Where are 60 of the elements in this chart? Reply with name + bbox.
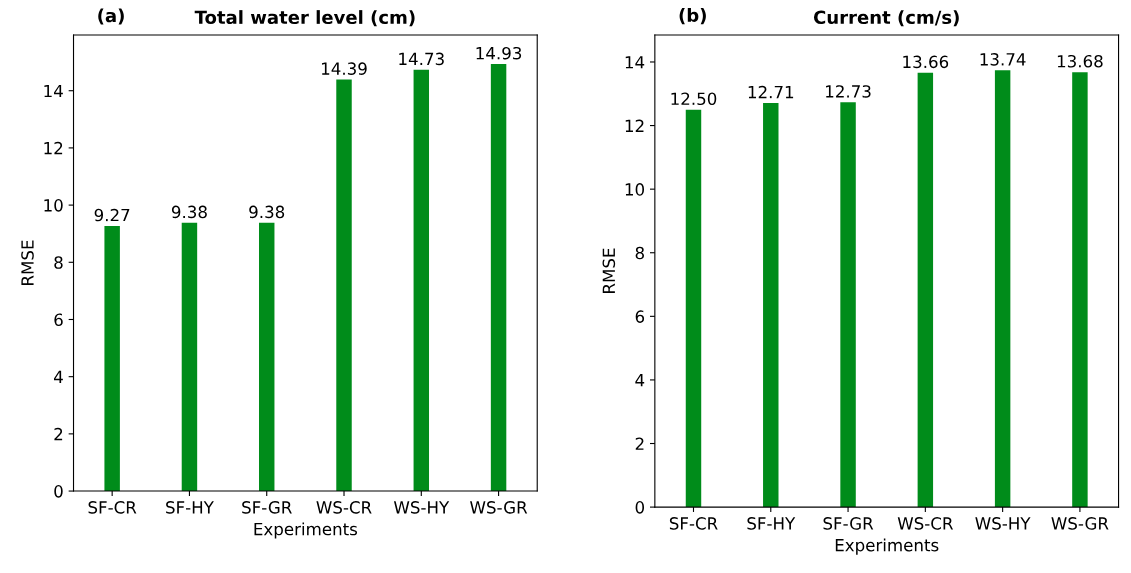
bar xyxy=(685,109,702,508)
data-label: 13.74 xyxy=(980,53,1026,66)
bar xyxy=(490,64,507,492)
bar xyxy=(413,69,430,492)
text: (b) xyxy=(679,8,706,25)
data-label: 9.27 xyxy=(94,208,130,222)
y-tick-label: 4 xyxy=(54,370,63,384)
y-tick-label: 0 xyxy=(635,501,645,514)
y-tick-label: 6 xyxy=(54,313,63,327)
y-axis-title: RMSE xyxy=(602,248,616,293)
bar xyxy=(259,222,275,492)
y-tick-label: 10 xyxy=(625,183,645,196)
data-label: 13.68 xyxy=(1057,54,1103,68)
y-tick-label: 6 xyxy=(635,310,645,323)
data-label: 14.73 xyxy=(399,52,444,66)
data-label: 14.39 xyxy=(321,62,367,75)
data-label: 13.66 xyxy=(903,55,949,69)
data-label: 12.71 xyxy=(748,85,794,99)
x-tick-label: SF-CR xyxy=(669,517,718,530)
x-tick-label: SF-CR xyxy=(88,501,137,514)
x-axis-title: Experiments xyxy=(835,538,939,555)
bar xyxy=(994,70,1011,508)
y-tick-label: 2 xyxy=(54,427,63,441)
x-tick-label: WS-CR xyxy=(316,501,372,514)
chart-title: Current (cm/s) xyxy=(813,10,959,27)
x-tick-label: WS-HY xyxy=(975,517,1031,530)
data-label: 12.50 xyxy=(671,92,717,106)
bar xyxy=(763,102,779,508)
y-tick-label: 10 xyxy=(44,199,63,212)
y-axis-title: RMSE xyxy=(21,240,34,285)
bar xyxy=(104,225,120,492)
x-tick-label: WS-GR xyxy=(1051,517,1109,530)
data-label: 14.93 xyxy=(476,46,522,60)
x-tick-label: SF-HY xyxy=(166,501,214,514)
y-tick-label: 8 xyxy=(635,246,644,260)
text: (a) xyxy=(98,8,124,25)
y-tick-label: 8 xyxy=(54,256,63,269)
data-label: 9.38 xyxy=(249,205,285,219)
y-tick-label: 14 xyxy=(44,84,63,98)
x-tick-label: WS-GR xyxy=(470,501,528,514)
x-tick-label: SF-GR xyxy=(823,517,874,530)
data-label: 9.38 xyxy=(171,205,207,219)
bar xyxy=(336,79,352,492)
x-tick-label: SF-HY xyxy=(747,517,796,530)
y-tick-label: 0 xyxy=(54,485,63,498)
x-tick-label: WS-HY xyxy=(393,501,450,514)
x-tick-label: WS-CR xyxy=(897,517,954,530)
bar xyxy=(917,72,934,508)
chart-title: Total water level (cm) xyxy=(194,10,415,27)
y-tick-label: 4 xyxy=(635,374,645,387)
y-tick-label: 12 xyxy=(625,119,644,132)
data-label: 12.73 xyxy=(826,85,871,98)
y-tick-label: 14 xyxy=(625,56,645,69)
bar xyxy=(1072,72,1088,508)
bar xyxy=(181,222,198,492)
y-tick-label: 12 xyxy=(44,141,63,155)
bar xyxy=(840,102,856,508)
x-axis-title: Experiments xyxy=(254,522,358,539)
y-tick-label: 2 xyxy=(635,437,644,450)
x-tick-label: SF-GR xyxy=(242,501,292,514)
